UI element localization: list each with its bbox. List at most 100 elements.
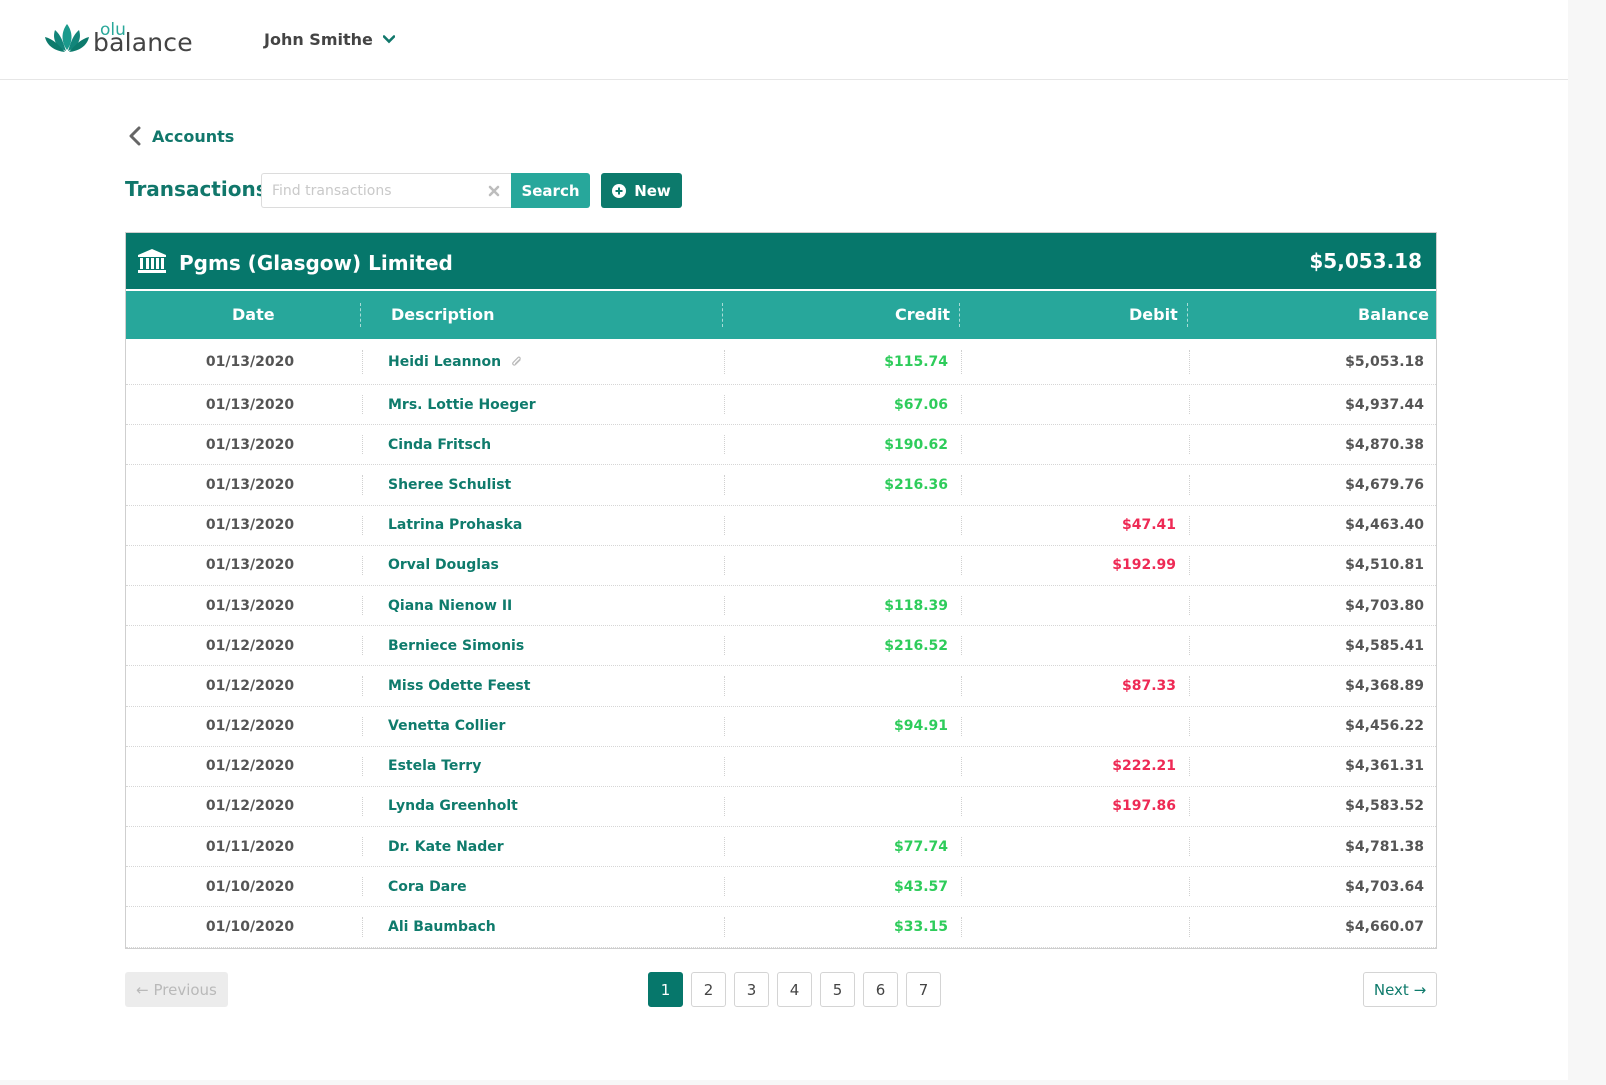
user-name: John Smithe <box>264 29 373 49</box>
table-row[interactable]: 01/12/2020 Venetta Collier $94.91 $4,456.22 <box>126 707 1436 747</box>
cell-description-text: Heidi Leannon <box>388 354 502 370</box>
cell-balance: $4,937.44 <box>1192 385 1424 424</box>
cell-date: 01/13/2020 <box>126 385 374 424</box>
cell-credit-text: $216.52 <box>884 637 948 654</box>
cell-balance-text: $4,870.38 <box>1345 436 1424 453</box>
account-header: Pgms (Glasgow) Limited $5,053.18 <box>126 233 1436 289</box>
logo-text: balance <box>93 28 193 57</box>
table-row[interactable]: 01/11/2020 Dr. Kate Nader $77.74 $4,781.38 <box>126 827 1436 868</box>
user-menu-dropdown[interactable]: John Smithe <box>264 27 395 51</box>
page-button-6[interactable]: 6 <box>863 972 898 1007</box>
table-row[interactable]: 01/12/2020 Estela Terry $222.21 $4,361.31 <box>126 747 1436 787</box>
page-button-4[interactable]: 4 <box>777 972 812 1007</box>
column-header-credit[interactable]: Credit <box>895 305 951 324</box>
cell-date: 01/12/2020 <box>126 707 374 746</box>
cell-debit <box>962 867 1176 906</box>
cell-description-text: Dr. Kate Nader <box>388 838 504 855</box>
cell-description[interactable]: Miss Odette Feest <box>388 666 718 705</box>
cell-debit <box>962 707 1176 746</box>
cell-date-text: 01/12/2020 <box>205 677 295 694</box>
cell-date-text: 01/13/2020 <box>205 476 295 493</box>
arrow-right-icon: → <box>1408 980 1427 999</box>
cell-description[interactable]: Estela Terry <box>388 747 718 786</box>
cell-balance: $5,053.18 <box>1192 340 1424 384</box>
table-row[interactable]: 01/13/2020 Heidi Leannon $115.74 $5,053.18 <box>126 340 1436 385</box>
cell-description[interactable]: Venetta Collier <box>388 707 718 746</box>
table-row[interactable]: 01/13/2020 Orval Douglas $192.99 $4,510.81 <box>126 546 1436 586</box>
page-button-5[interactable]: 5 <box>820 972 855 1007</box>
cell-description[interactable]: Berniece Simonis <box>388 626 718 665</box>
table-row[interactable]: 01/13/2020 Latrina Prohaska $47.41 $4,463.4… <box>126 506 1436 546</box>
table-row[interactable]: 01/12/2020 Miss Odette Feest $87.33 $4,368.… <box>126 666 1436 707</box>
table-row[interactable]: 01/13/2020 Mrs. Lottie Hoeger $67.06 $4,937… <box>126 385 1436 426</box>
cell-description-text: Orval Douglas <box>388 557 499 574</box>
cell-description[interactable]: Cora Dare <box>388 867 718 906</box>
cell-credit: $77.74 <box>726 827 948 866</box>
cell-description-text: Miss Odette Feest <box>388 677 531 694</box>
cell-description[interactable]: Mrs. Lottie Hoeger <box>388 385 718 424</box>
cell-balance: $4,679.76 <box>1192 465 1424 504</box>
column-header-date[interactable]: Date <box>232 305 275 324</box>
cell-date-text: 01/10/2020 <box>205 878 295 895</box>
cell-date: 01/12/2020 <box>126 747 374 786</box>
column-header-debit[interactable]: Debit <box>1129 305 1178 324</box>
previous-label: Previous <box>153 980 217 999</box>
cell-credit: $216.36 <box>726 465 948 504</box>
table-row[interactable]: 01/10/2020 Ali Baumbach $33.15 $4,660.07 <box>126 907 1436 948</box>
page-button-3[interactable]: 3 <box>734 972 769 1007</box>
cell-description[interactable]: Sheree Schulist <box>388 465 718 504</box>
cell-description[interactable]: Qiana Nienow II <box>388 586 718 625</box>
column-header-description[interactable]: Description <box>391 305 495 324</box>
table-row[interactable]: 01/10/2020 Cora Dare $43.57 $4,703.64 <box>126 867 1436 908</box>
cell-description[interactable]: Ali Baumbach <box>388 907 718 946</box>
table-row[interactable]: 01/13/2020 Sheree Schulist $216.36 $4,679.7… <box>126 465 1436 506</box>
cell-balance: $4,368.89 <box>1192 666 1424 705</box>
clear-x-icon[interactable] <box>488 185 500 197</box>
cell-balance: $4,703.64 <box>1192 867 1424 906</box>
cell-date-text: 01/11/2020 <box>205 838 295 855</box>
cell-description[interactable]: Dr. Kate Nader <box>388 827 718 866</box>
page-button-7[interactable]: 7 <box>906 972 941 1007</box>
cell-debit <box>962 340 1176 384</box>
next-label: Next <box>1373 980 1409 999</box>
new-transaction-button[interactable]: New <box>601 173 682 208</box>
table-row[interactable]: 01/13/2020 Cinda Fritsch $190.62 $4,870.38 <box>126 425 1436 466</box>
lotus-logo-icon <box>45 24 89 52</box>
cell-credit: $115.74 <box>726 340 948 384</box>
chevron-down-icon <box>382 34 395 43</box>
page-title: Transactions <box>125 177 268 201</box>
cell-credit: $216.52 <box>726 626 948 665</box>
cell-debit-text: $192.99 <box>1112 557 1176 574</box>
column-header-balance[interactable]: Balance <box>1358 305 1429 324</box>
next-page-button[interactable]: Next → <box>1363 972 1437 1007</box>
cell-balance-text: $4,456.22 <box>1345 718 1424 735</box>
cell-credit: $118.39 <box>726 586 948 625</box>
table-row[interactable]: 01/12/2020 Lynda Greenholt $197.86 $4,583.5… <box>126 787 1436 828</box>
cell-description[interactable]: Lynda Greenholt <box>388 787 718 826</box>
cell-description[interactable]: Orval Douglas <box>388 546 718 585</box>
search-input[interactable] <box>262 174 482 207</box>
search-button[interactable]: Search <box>511 173 590 208</box>
page-button-2[interactable]: 2 <box>691 972 726 1007</box>
cell-credit-text: $77.74 <box>893 838 948 855</box>
app-logo[interactable]: olu balance <box>42 18 202 58</box>
cell-description-text: Mrs. Lottie Hoeger <box>388 396 536 413</box>
table-row[interactable]: 01/13/2020 Qiana Nienow II $118.39 $4,703.8… <box>126 586 1436 627</box>
cell-description[interactable]: Heidi Leannon <box>388 340 718 384</box>
page-button-1[interactable]: 1 <box>648 972 683 1007</box>
previous-page-button[interactable]: ← Previous <box>125 972 228 1007</box>
cell-credit <box>726 506 948 545</box>
cell-date-text: 01/12/2020 <box>205 718 295 735</box>
cell-description-text: Estela Terry <box>388 758 482 775</box>
cell-description[interactable]: Cinda Fritsch <box>388 425 718 464</box>
table-row[interactable]: 01/12/2020 Berniece Simonis $216.52 $4,585.… <box>126 626 1436 667</box>
cell-description[interactable]: Latrina Prohaska <box>388 506 718 545</box>
cell-credit: $94.91 <box>726 707 948 746</box>
cell-credit <box>726 546 948 585</box>
back-to-accounts-link[interactable]: Accounts <box>128 126 234 146</box>
cell-debit-text: $47.41 <box>1121 517 1176 534</box>
page-scrollbar[interactable] <box>1568 0 1606 1085</box>
cell-credit <box>726 787 948 826</box>
transactions-table-card: Pgms (Glasgow) Limited $5,053.18 Date De… <box>125 232 1437 949</box>
